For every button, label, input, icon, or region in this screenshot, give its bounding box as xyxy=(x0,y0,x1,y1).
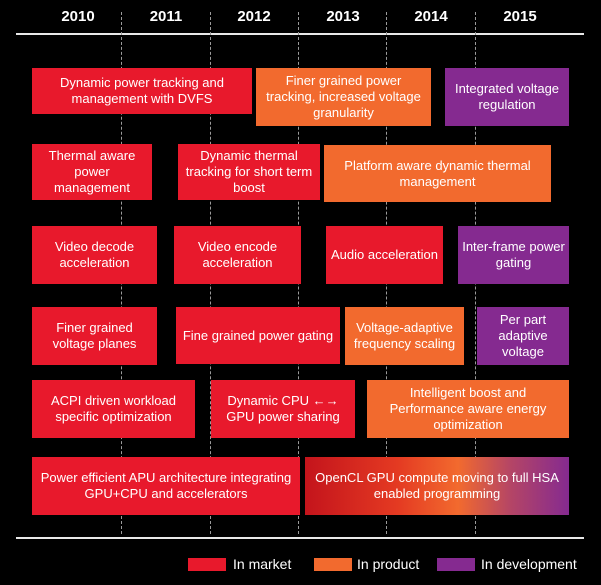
feature-opencl-hsa: OpenCL GPU compute moving to full HSA en… xyxy=(305,457,569,515)
feature-finer-voltage-planes: Finer grained voltage planes xyxy=(32,307,157,365)
year-2013: 2013 xyxy=(326,8,360,25)
feature-platform-thermal-management: Platform aware dynamic thermal managemen… xyxy=(324,145,551,202)
year-2010: 2010 xyxy=(61,8,95,25)
feature-apu-architecture: Power efficient APU architecture integra… xyxy=(32,457,300,515)
year-2015: 2015 xyxy=(503,8,537,25)
legend-label-in-development: In development xyxy=(481,556,577,572)
legend-swatch-in-market xyxy=(188,558,226,571)
bottom-divider xyxy=(16,537,584,539)
feature-video-encode: Video encode acceleration xyxy=(174,226,301,284)
feature-acpi-workload-optimization: ACPI driven workload specific optimizati… xyxy=(32,380,195,438)
legend-swatch-in-development xyxy=(437,558,475,571)
feature-dvfs: Dynamic power tracking and management wi… xyxy=(32,68,252,114)
feature-video-decode: Video decode acceleration xyxy=(32,226,157,284)
top-divider xyxy=(16,33,584,35)
feature-per-part-adaptive-voltage: Per part adaptive voltage xyxy=(477,307,569,365)
year-2012: 2012 xyxy=(237,8,271,25)
feature-inter-frame-power-gating: Inter-frame power gating xyxy=(458,226,569,284)
legend-label-in-product: In product xyxy=(357,556,420,572)
year-2011: 2011 xyxy=(149,8,183,25)
feature-intelligent-boost: Intelligent boost and Performance aware … xyxy=(367,380,569,438)
year-2014: 2014 xyxy=(414,8,448,25)
feature-fine-power-gating: Fine grained power gating xyxy=(176,307,340,364)
feature-dynamic-thermal-tracking: Dynamic thermal tracking for short term … xyxy=(178,144,320,200)
legend-label-in-market: In market xyxy=(233,556,292,572)
legend-swatch-in-product xyxy=(314,558,352,571)
feature-thermal-aware-power: Thermal aware power management xyxy=(32,144,152,200)
feature-voltage-adaptive-scaling: Voltage-adaptive frequency scaling xyxy=(345,307,464,365)
feature-dynamic-cpu-gpu-sharing: Dynamic CPU ←→ GPU power sharing xyxy=(211,380,355,438)
feature-audio-acceleration: Audio acceleration xyxy=(326,226,443,284)
feature-finer-power-tracking: Finer grained power tracking, increased … xyxy=(256,68,431,126)
feature-integrated-voltage-regulation: Integrated voltage regulation xyxy=(445,68,569,126)
